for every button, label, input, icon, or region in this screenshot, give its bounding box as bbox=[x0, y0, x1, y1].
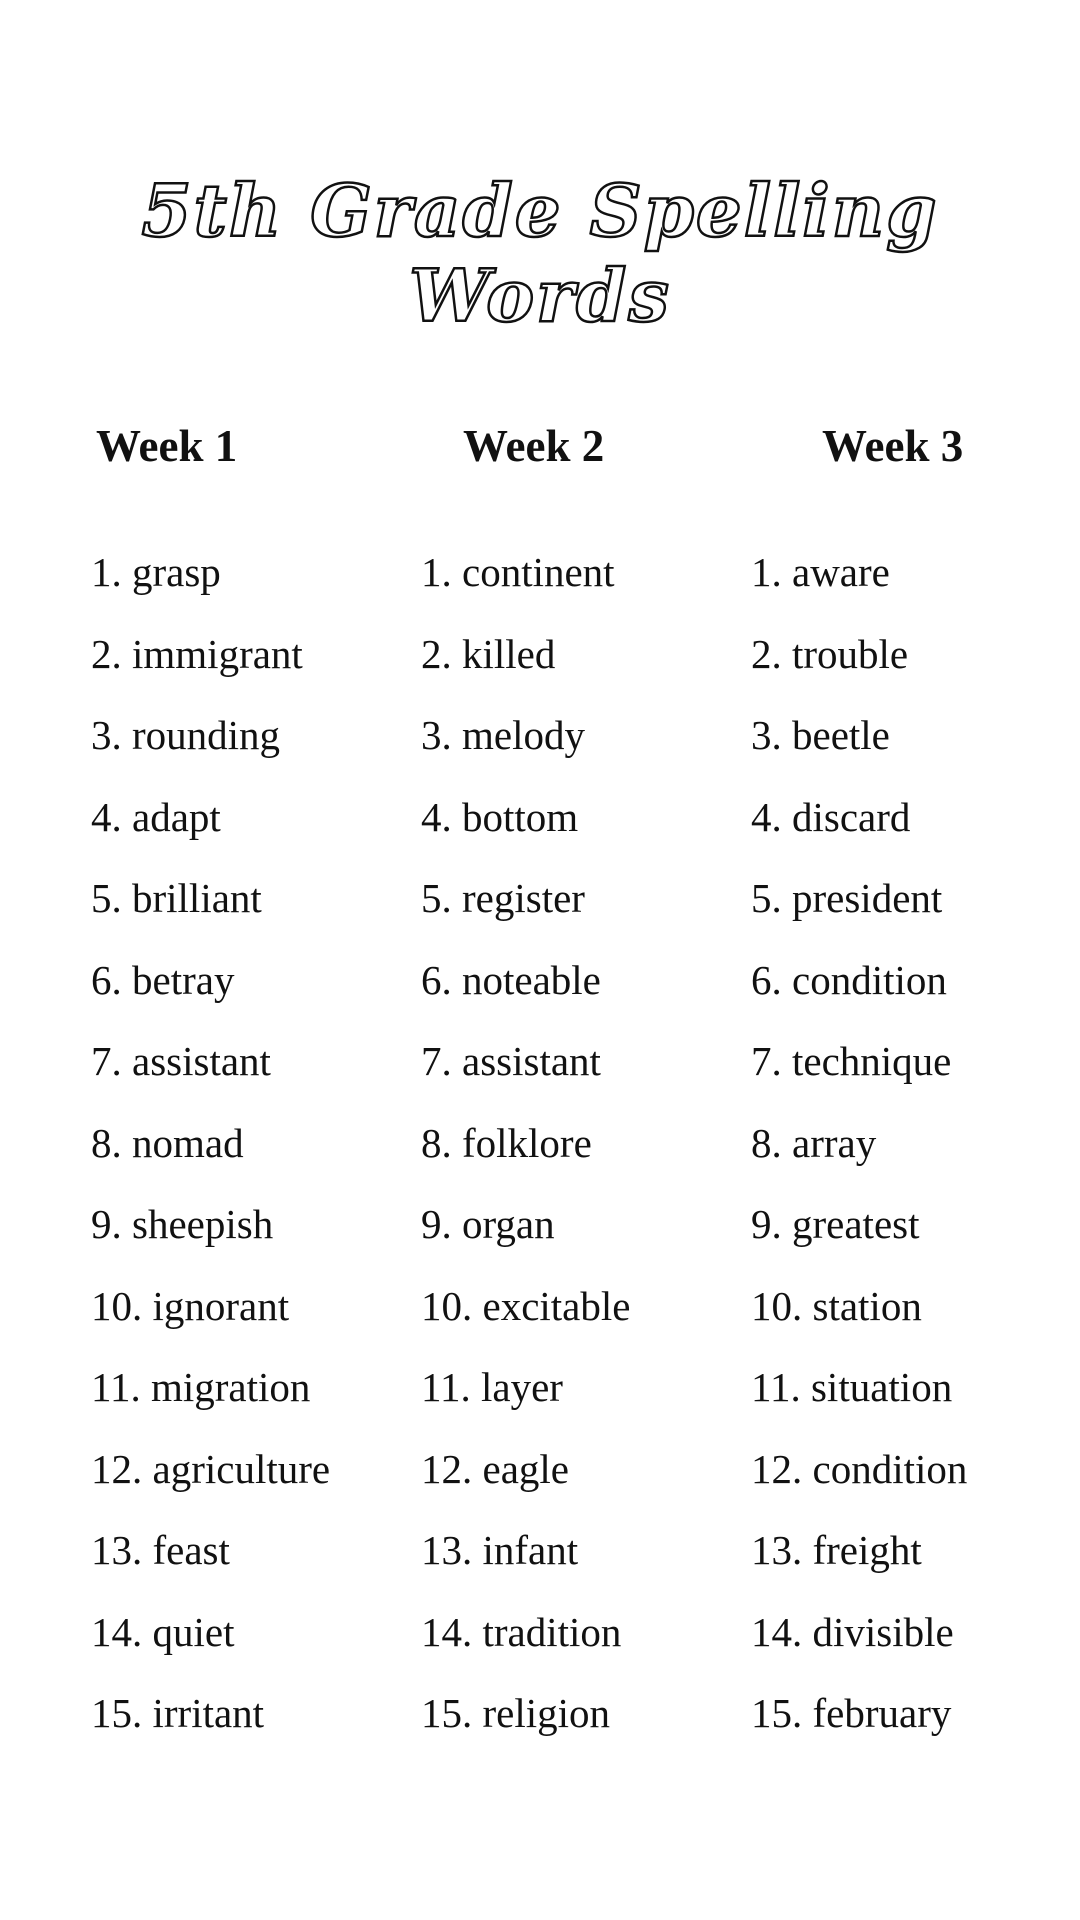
spelling-word: 13. infant bbox=[421, 1527, 579, 1573]
spelling-word: 9. organ bbox=[421, 1201, 555, 1247]
spelling-word: 3. melody bbox=[421, 712, 585, 758]
spelling-word: 4. adapt bbox=[91, 793, 221, 840]
spelling-word: 8. nomad bbox=[91, 1119, 244, 1166]
spelling-word: 2. trouble bbox=[751, 630, 909, 677]
spelling-word: 4. bottom bbox=[421, 793, 579, 840]
spelling-word: 14. tradition bbox=[421, 1608, 622, 1655]
spelling-word: 2. immigrant bbox=[91, 630, 303, 677]
title: 5th Grade Spelling Words bbox=[140, 167, 939, 340]
spelling-word: 11. layer bbox=[421, 1364, 563, 1410]
spelling-word: 15. religion bbox=[421, 1690, 611, 1736]
spelling-word: 15. february bbox=[751, 1690, 952, 1736]
spelling-word: 10. excitable bbox=[421, 1282, 631, 1329]
spelling-word: 7. technique bbox=[751, 1038, 952, 1084]
spelling-word: 11. migration bbox=[91, 1364, 311, 1410]
spelling-word: 4. discard bbox=[751, 793, 911, 840]
spelling-word: 3. beetle bbox=[751, 712, 890, 758]
spelling-word: 14. quiet bbox=[91, 1608, 235, 1655]
spelling-word: 15. irritant bbox=[91, 1690, 265, 1736]
spelling-word: 8. folklore bbox=[421, 1119, 592, 1166]
spelling-word: 1. aware bbox=[751, 549, 890, 595]
spelling-word: 14. divisible bbox=[751, 1608, 954, 1655]
spelling-word: 11. situation bbox=[751, 1364, 953, 1410]
week-heading: Week 3 bbox=[822, 421, 964, 471]
spelling-word: 13. freight bbox=[751, 1527, 922, 1573]
spelling-word: 2. killed bbox=[421, 630, 556, 677]
spelling-word: 7. assistant bbox=[91, 1038, 271, 1084]
spelling-word: 3. rounding bbox=[91, 712, 281, 758]
spelling-word: 6. noteable bbox=[421, 956, 601, 1003]
spelling-word: 12. condition bbox=[751, 1445, 968, 1492]
spelling-word: 9. sheepish bbox=[91, 1201, 274, 1247]
spelling-word: 9. greatest bbox=[751, 1201, 920, 1247]
spelling-word: 10. station bbox=[751, 1282, 922, 1329]
spelling-word: 13. feast bbox=[91, 1527, 230, 1573]
spelling-word: 12. eagle bbox=[421, 1445, 569, 1492]
spelling-word: 5. register bbox=[421, 875, 585, 921]
spelling-word: 12. agriculture bbox=[91, 1445, 331, 1492]
spelling-word: 5. president bbox=[751, 875, 943, 921]
spelling-word: 6. condition bbox=[751, 956, 947, 1003]
spelling-word: 6. betray bbox=[91, 956, 235, 1003]
spelling-word: 1. continent bbox=[421, 549, 615, 595]
spelling-word: 1. grasp bbox=[91, 549, 221, 595]
spelling-word: 7. assistant bbox=[421, 1038, 601, 1084]
spelling-word: 5. brilliant bbox=[91, 875, 262, 921]
spelling-word: 10. ignorant bbox=[91, 1282, 290, 1329]
week-heading: Week 2 bbox=[463, 421, 605, 471]
week-heading: Week 1 bbox=[96, 421, 238, 471]
spelling-word: 8. array bbox=[751, 1119, 877, 1166]
